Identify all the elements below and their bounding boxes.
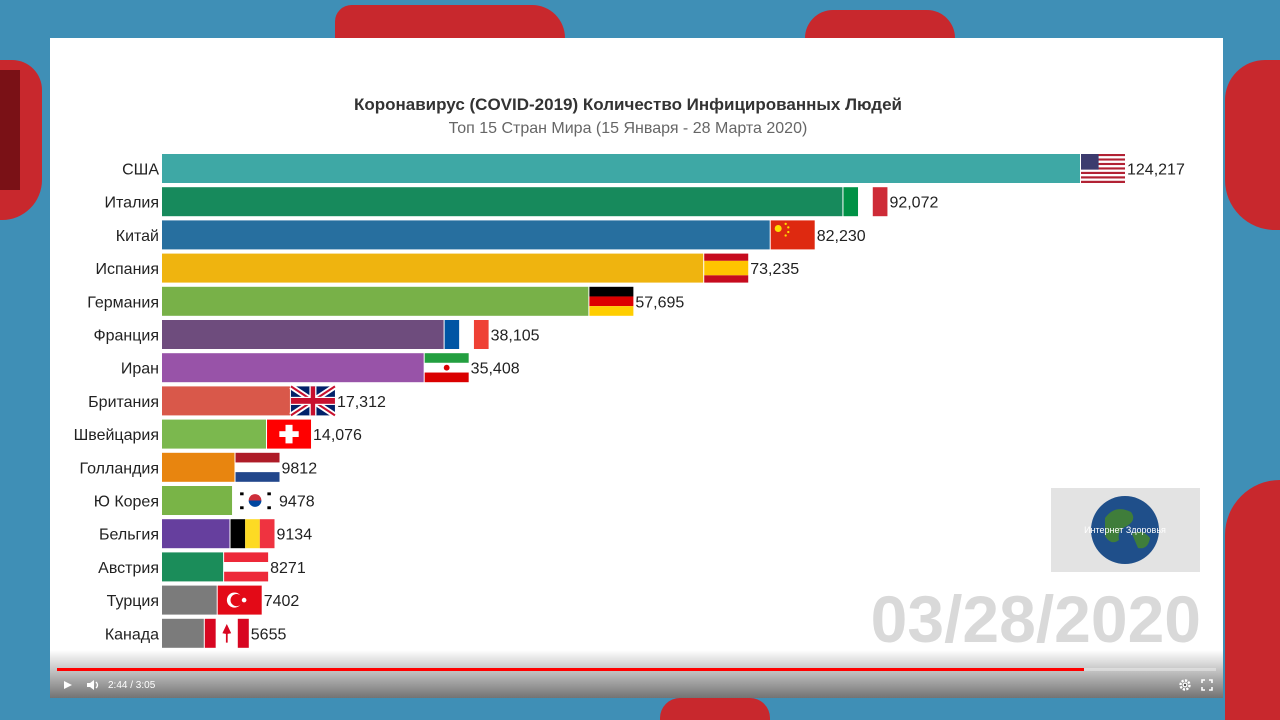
bar [162, 519, 230, 549]
flag-nl-icon [235, 452, 280, 482]
value-label: 14,076 [313, 427, 362, 444]
value-label: 82,230 [817, 228, 866, 245]
flag-be-icon [230, 519, 275, 549]
value-label: 7402 [264, 593, 300, 610]
progress-bar[interactable] [57, 668, 1216, 671]
value-label: 9812 [282, 460, 318, 477]
bar [162, 187, 843, 217]
category-label: Италия [105, 195, 159, 212]
bar [162, 386, 290, 416]
bar [162, 220, 770, 250]
bar [162, 253, 704, 283]
category-label: Китай [116, 228, 159, 245]
video-player[interactable]: Коронавирус (COVID-2019) Количество Инфи… [50, 38, 1223, 698]
flag-kr-icon [233, 486, 278, 515]
category-label: Иран [121, 361, 159, 378]
bar [162, 154, 1080, 183]
bar [162, 585, 217, 615]
category-label: Голландия [80, 460, 159, 477]
bar [162, 452, 235, 482]
time-display: 2:44 / 3:05 [108, 680, 156, 691]
category-label: Канада [105, 626, 159, 643]
flag-tr-icon [217, 585, 262, 615]
bar [162, 320, 444, 349]
value-label: 124,217 [1127, 162, 1185, 179]
map-land-shape [805, 10, 955, 38]
flag-ir-icon [424, 353, 469, 383]
value-label: 9478 [279, 494, 315, 511]
category-label: Испания [96, 261, 160, 278]
flag-es-icon [704, 253, 749, 283]
flag-it-icon [843, 187, 888, 217]
category-label: Австрия [98, 560, 159, 577]
settings-button[interactable] [1178, 678, 1192, 692]
value-label: 35,408 [471, 361, 520, 378]
chart-title: Коронавирус (COVID-2019) Количество Инфи… [354, 95, 902, 114]
value-label: 8271 [270, 560, 306, 577]
flag-ch-icon [267, 419, 312, 449]
value-label: 73,235 [750, 261, 799, 278]
flag-cn-icon [770, 220, 815, 250]
channel-logo: Интернет Здоровья [1051, 488, 1200, 572]
map-land-shape [1225, 60, 1280, 230]
bar [162, 486, 233, 515]
flag-gb-icon [289, 383, 337, 418]
category-label: Ю Корея [94, 494, 159, 511]
bar-chart: Коронавирус (COVID-2019) Количество Инфи… [74, 95, 1201, 656]
map-land-shape [335, 5, 565, 38]
value-label: 5655 [251, 626, 287, 643]
bar [162, 618, 204, 648]
value-label: 9134 [277, 527, 313, 544]
bar [162, 353, 424, 383]
map-land-shape [0, 70, 20, 190]
category-label: Турция [107, 593, 159, 610]
category-label: Германия [87, 294, 159, 311]
flag-de-icon [589, 286, 634, 316]
category-label: Бельгия [99, 527, 159, 544]
volume-button[interactable] [86, 678, 100, 692]
player-controls: 2:44 / 3:05 [50, 650, 1223, 698]
bar [162, 419, 267, 449]
flag-ca-icon [204, 618, 249, 648]
logo-text: Интернет Здоровья [1084, 525, 1166, 535]
bar [162, 286, 589, 316]
value-label: 38,105 [491, 328, 540, 345]
map-land-shape [660, 698, 770, 720]
play-icon [64, 681, 72, 689]
fullscreen-icon [1201, 679, 1213, 691]
category-label: США [122, 162, 159, 179]
value-label: 57,695 [635, 294, 684, 311]
flag-fr-icon [444, 320, 489, 349]
value-label: 17,312 [337, 394, 386, 411]
value-label: 92,072 [889, 195, 938, 212]
chart-subtitle: Топ 15 Стран Мира (15 Января - 28 Марта … [449, 120, 808, 137]
play-button[interactable] [62, 678, 74, 692]
gear-icon [1179, 679, 1191, 691]
volume-icon [87, 680, 99, 690]
flag-us-icon [1081, 154, 1125, 186]
bar [162, 552, 224, 582]
fullscreen-button[interactable] [1200, 678, 1214, 692]
date-label: 03/28/2020 [871, 582, 1201, 656]
progress-fill [57, 668, 1084, 671]
category-label: Швейцария [74, 427, 159, 444]
flag-at-icon [224, 552, 269, 582]
category-label: Британия [88, 394, 159, 411]
category-label: Франция [93, 328, 159, 345]
map-land-shape [1225, 480, 1280, 720]
